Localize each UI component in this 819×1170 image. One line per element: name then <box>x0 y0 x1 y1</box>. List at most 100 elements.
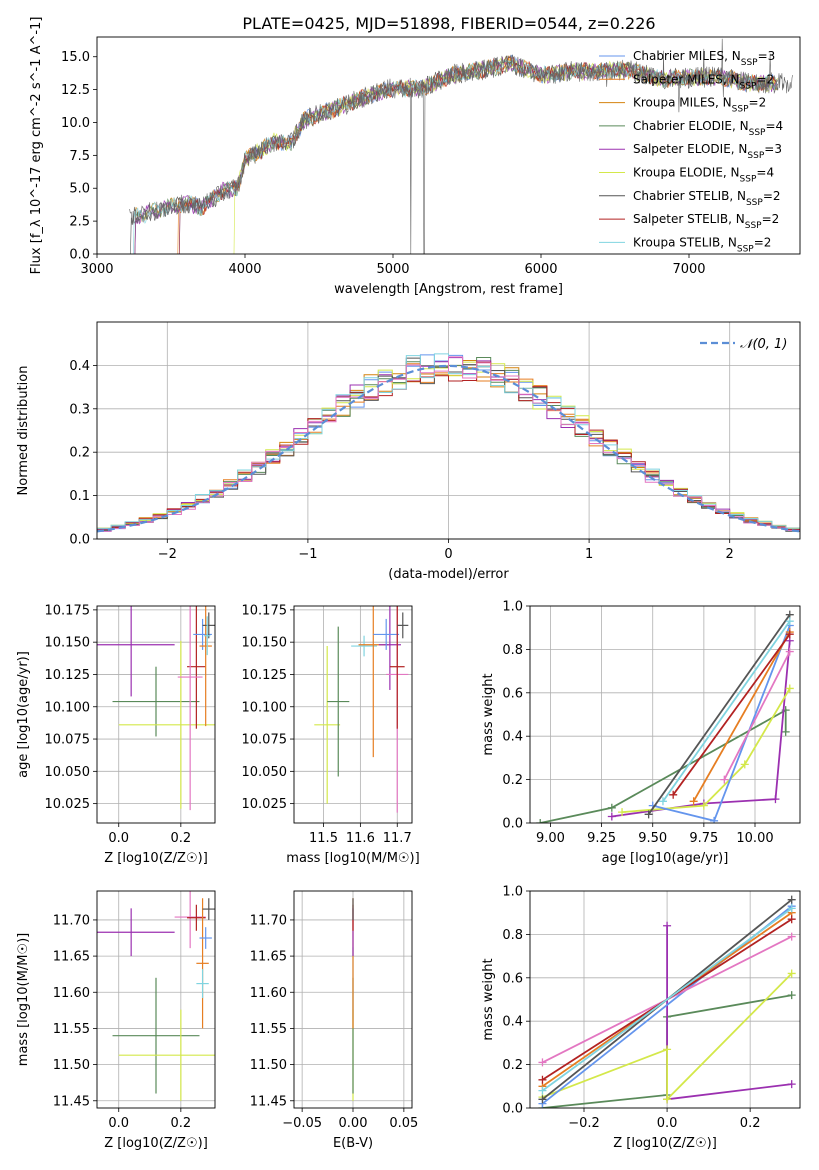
x-tick-label: 6000 <box>524 262 557 277</box>
legend-entry: Salpeter STELIB, NSSP=2 <box>633 212 779 231</box>
y-tick-label: 0.8 <box>502 928 523 943</box>
y-tick-label: 10.175 <box>45 603 91 618</box>
weight-marker <box>644 810 653 819</box>
y-tick-label: 0.6 <box>502 686 523 701</box>
weight-marker <box>536 819 545 823</box>
y-tick-label: 0.0 <box>502 1102 523 1117</box>
x-tick-label: −1 <box>298 547 317 562</box>
x-tick-label: 10.00 <box>736 831 773 846</box>
weight-marker <box>663 921 672 930</box>
x-tick-label: 3000 <box>80 262 113 277</box>
y-tick-label: 11.60 <box>250 986 287 1001</box>
panels: 3000 4000 5000 6000 70000.02.55.07.510.012.5… <box>16 17 801 1151</box>
y-tick-label: 11.60 <box>53 986 90 1001</box>
y-tick-label: 0.4 <box>502 730 523 745</box>
weight-marker <box>787 915 796 924</box>
weight-marker <box>689 797 698 806</box>
x-tick-label: 0.0 <box>657 1116 678 1131</box>
y-tick-label: 10.075 <box>242 733 288 748</box>
weight-line <box>542 972 793 1102</box>
x-tick-label: 0 <box>444 547 452 562</box>
weight-marker <box>785 617 794 626</box>
y-tick-label: 11.55 <box>53 1022 90 1037</box>
y-axis-label: mass [log10(M/M☉)] <box>16 933 31 1066</box>
y-tick-label: 0.0 <box>69 533 90 548</box>
x-tick-label: 0.0 <box>108 1116 129 1131</box>
x-tick-label: 9.00 <box>536 831 565 846</box>
weight-marker <box>538 1095 547 1104</box>
weight-line <box>723 651 791 781</box>
x-tick-label: 7000 <box>672 262 705 277</box>
legend-entry: Chabrier STELIB, NSSP=2 <box>633 189 781 208</box>
weight-line <box>541 907 793 1092</box>
x-tick-label: 0.2 <box>740 1116 761 1131</box>
axes-frame <box>96 890 216 1109</box>
y-tick-label: 10.175 <box>242 603 288 618</box>
weight-line <box>666 925 792 1101</box>
weight-marker <box>781 727 790 736</box>
y-tick-label: 11.55 <box>250 1022 287 1037</box>
axes-frame <box>96 36 801 255</box>
panel-weight_vs_age: 9.00 9.25 9.50 9.75 10.00 0.0 0.2 0.4 0.6 0.8 1.0 a… <box>481 600 801 866</box>
y-tick-label: 10.125 <box>242 668 288 683</box>
y-tick-label: 10.025 <box>242 797 288 812</box>
y-tick-label: 0.0 <box>502 817 523 832</box>
y-tick-label: 11.70 <box>53 913 90 928</box>
x-axis-label: wavelength [Angstrom, rest frame] <box>334 282 563 297</box>
y-tick-label: 5.0 <box>69 182 90 197</box>
panel-mass_vs_Z: 0.0 0.2 11.45 11.50 11.55 11.60 11.65 11.70 Z [l… <box>16 890 216 1151</box>
legend-entry: Salpeter MILES, NSSP=2 <box>633 72 774 91</box>
weight-marker <box>699 801 708 810</box>
x-axis-label: age [log10(age/yr)] <box>602 851 729 866</box>
normal-legend-label: 𝒩(0, 1) <box>740 337 787 352</box>
y-tick-label: 12.5 <box>61 83 90 98</box>
panel-age_vs_mass: 11.5 11.6 11.7 10.025 10.050 10.075 10.100 10.1… <box>242 603 420 866</box>
grid-age_vs_mass <box>294 606 412 823</box>
y-tick-label: 11.45 <box>53 1094 90 1109</box>
x-tick-label: 9.50 <box>638 831 667 846</box>
x-axis-label: Z [log10(Z/Z☉)] <box>104 851 208 866</box>
x-axis-label: E(B-V) <box>333 1136 373 1151</box>
x-tick-label: 0.05 <box>389 1116 418 1131</box>
y-tick-label: 11.65 <box>250 950 287 965</box>
weight-marker <box>607 803 616 812</box>
legend-entry: Chabrier ELODIE, NSSP=4 <box>633 119 783 138</box>
y-tick-label: 11.65 <box>53 950 90 965</box>
legend-entry: Salpeter ELODIE, NSSP=3 <box>633 142 782 161</box>
y-tick-label: 0.2 <box>69 446 90 461</box>
y-tick-label: 0.4 <box>69 359 90 374</box>
y-tick-label: 1.0 <box>502 600 523 615</box>
y-tick-label: 2.5 <box>69 215 90 230</box>
weight-marker <box>787 904 796 913</box>
panel-spectrum: 3000 4000 5000 6000 7000 0.0 2.5 5.0 7.5 10.0 12.5… <box>29 17 801 297</box>
x-tick-label: 2 <box>726 547 734 562</box>
y-tick-label: 10.100 <box>242 700 288 715</box>
x-tick-label: 1 <box>585 547 593 562</box>
x-tick-label: 0.00 <box>339 1116 368 1131</box>
axes-frame <box>293 605 413 824</box>
plot-area <box>97 606 215 811</box>
y-tick-label: 10.075 <box>45 733 91 748</box>
x-tick-label: 0.2 <box>170 831 191 846</box>
weight-marker <box>787 991 796 1000</box>
x-axis-label: Z [log10(Z/Z☉)] <box>613 1136 717 1151</box>
x-tick-label: 9.25 <box>587 831 616 846</box>
y-tick-label: 10.050 <box>45 765 91 780</box>
y-tick-label: 11.45 <box>250 1094 287 1109</box>
y-tick-label: 1.0 <box>502 885 523 900</box>
weight-marker <box>538 1058 547 1067</box>
legend-entry: Kroupa MILES, NSSP=2 <box>633 96 766 115</box>
weight-marker <box>771 795 780 804</box>
y-tick-label: 10.025 <box>45 797 91 812</box>
weight-line <box>672 633 791 796</box>
y-tick-label: 0.8 <box>502 643 523 658</box>
plot-area <box>314 606 409 813</box>
plot-area <box>97 891 215 1101</box>
weight-marker <box>787 1080 796 1089</box>
y-tick-label: 0.2 <box>502 1058 523 1073</box>
y-tick-label: 10.125 <box>45 668 91 683</box>
x-tick-label: −0.05 <box>282 1116 322 1131</box>
weight-marker <box>785 630 794 639</box>
y-tick-label: 0.4 <box>502 1015 523 1030</box>
